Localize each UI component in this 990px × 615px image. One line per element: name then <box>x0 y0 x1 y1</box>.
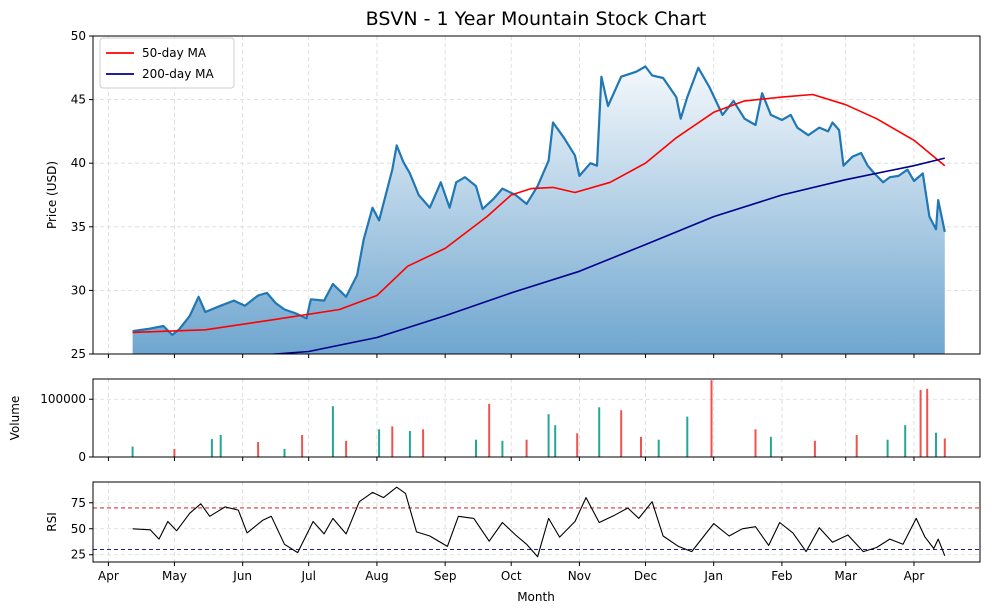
x-tick-label: Jan <box>703 569 723 583</box>
volume-bar <box>769 436 772 457</box>
chart-title: BSVN - 1 Year Mountain Stock Chart <box>366 8 707 30</box>
volume-bar <box>657 439 660 457</box>
volume-bar <box>754 429 757 457</box>
volume-bar <box>488 403 491 457</box>
volume-bar <box>131 446 134 457</box>
legend-200-day-label: 200-day MA <box>142 67 214 81</box>
volume-bar <box>331 406 334 457</box>
volume-bar <box>210 439 213 457</box>
y-tick-label: 50 <box>71 522 86 536</box>
rsi-y-axis-label: RSI <box>45 512 59 532</box>
x-tick-label: Mar <box>834 569 857 583</box>
x-tick-label: Sep <box>434 569 457 583</box>
volume-bar <box>576 433 579 457</box>
x-tick-label: Dec <box>634 569 657 583</box>
volume-bar <box>886 439 889 457</box>
x-tick-label: Jul <box>300 569 315 583</box>
y-tick-label: 45 <box>71 93 86 107</box>
x-tick-label: May <box>162 569 187 583</box>
volume-bar <box>547 414 550 457</box>
volume-bar <box>301 435 304 457</box>
rsi-line <box>132 486 946 558</box>
rsi-x-axis-label: Month <box>517 590 555 604</box>
volume-bar <box>710 380 713 457</box>
volume-bar <box>943 438 946 457</box>
close-price-line <box>132 65 946 336</box>
volume-bar <box>422 429 425 457</box>
x-tick-label: Apr <box>904 569 925 583</box>
volume-bar <box>173 448 176 457</box>
volume-bar <box>525 439 528 457</box>
y-tick-label: 25 <box>71 548 86 562</box>
volume-bar <box>598 407 601 457</box>
volume-bar <box>554 425 557 457</box>
x-tick-label: Aug <box>365 569 388 583</box>
volume-bar <box>378 429 381 457</box>
volume-axes-frame <box>92 378 981 458</box>
volume-panel: 0 100000 Volume <box>8 378 981 464</box>
volume-bar <box>904 425 907 457</box>
volume-bar <box>345 440 348 457</box>
volume-bar <box>686 416 689 457</box>
ma-50-line <box>132 93 946 334</box>
y-tick-label: 35 <box>71 220 86 234</box>
x-tick-label: Feb <box>771 569 792 583</box>
legend: 50-day MA 200-day MA <box>99 37 235 89</box>
volume-bar <box>501 440 504 457</box>
volume-bar <box>475 439 477 457</box>
price-panel: 25 30 35 40 45 50 Price (USD) 50-day MA 200-d… <box>45 29 981 361</box>
y-tick-label: 40 <box>71 156 86 170</box>
price-area-fill <box>132 66 945 354</box>
volume-y-axis-label: Volume <box>8 396 22 441</box>
volume-bar <box>855 435 858 457</box>
y-tick-label: 0 <box>78 450 86 464</box>
legend-50-day-label: 50-day MA <box>142 46 207 60</box>
volume-bar <box>919 390 922 457</box>
price-y-axis-label: Price (USD) <box>45 161 59 229</box>
volume-bar <box>640 436 642 457</box>
volume-bar <box>620 410 623 457</box>
rsi-panel: 25 50 75 Apr May Jun Jul Aug Sep Oct Nov Dec Jan Feb… <box>45 481 981 604</box>
x-tick-label: Apr <box>98 569 119 583</box>
y-tick-label: 25 <box>71 347 86 361</box>
volume-bar <box>935 432 937 457</box>
x-tick-label: Oct <box>501 569 522 583</box>
volume-bar <box>926 388 929 457</box>
y-tick-label: 30 <box>71 283 86 297</box>
volume-bar <box>813 440 816 457</box>
volume-bar <box>391 426 394 457</box>
y-tick-label: 50 <box>71 29 86 43</box>
volume-bar <box>257 442 260 457</box>
ma-200-line <box>265 157 945 354</box>
volume-bar <box>219 435 222 457</box>
volume-bar <box>283 448 286 457</box>
x-tick-label: Jun <box>232 569 252 583</box>
y-tick-label: 100000 <box>40 392 86 406</box>
volume-bar <box>408 431 411 457</box>
rsi-axes-frame <box>92 481 981 563</box>
price-axes-frame <box>92 35 981 355</box>
x-tick-label: Nov <box>568 569 591 583</box>
y-tick-label: 75 <box>71 496 86 510</box>
